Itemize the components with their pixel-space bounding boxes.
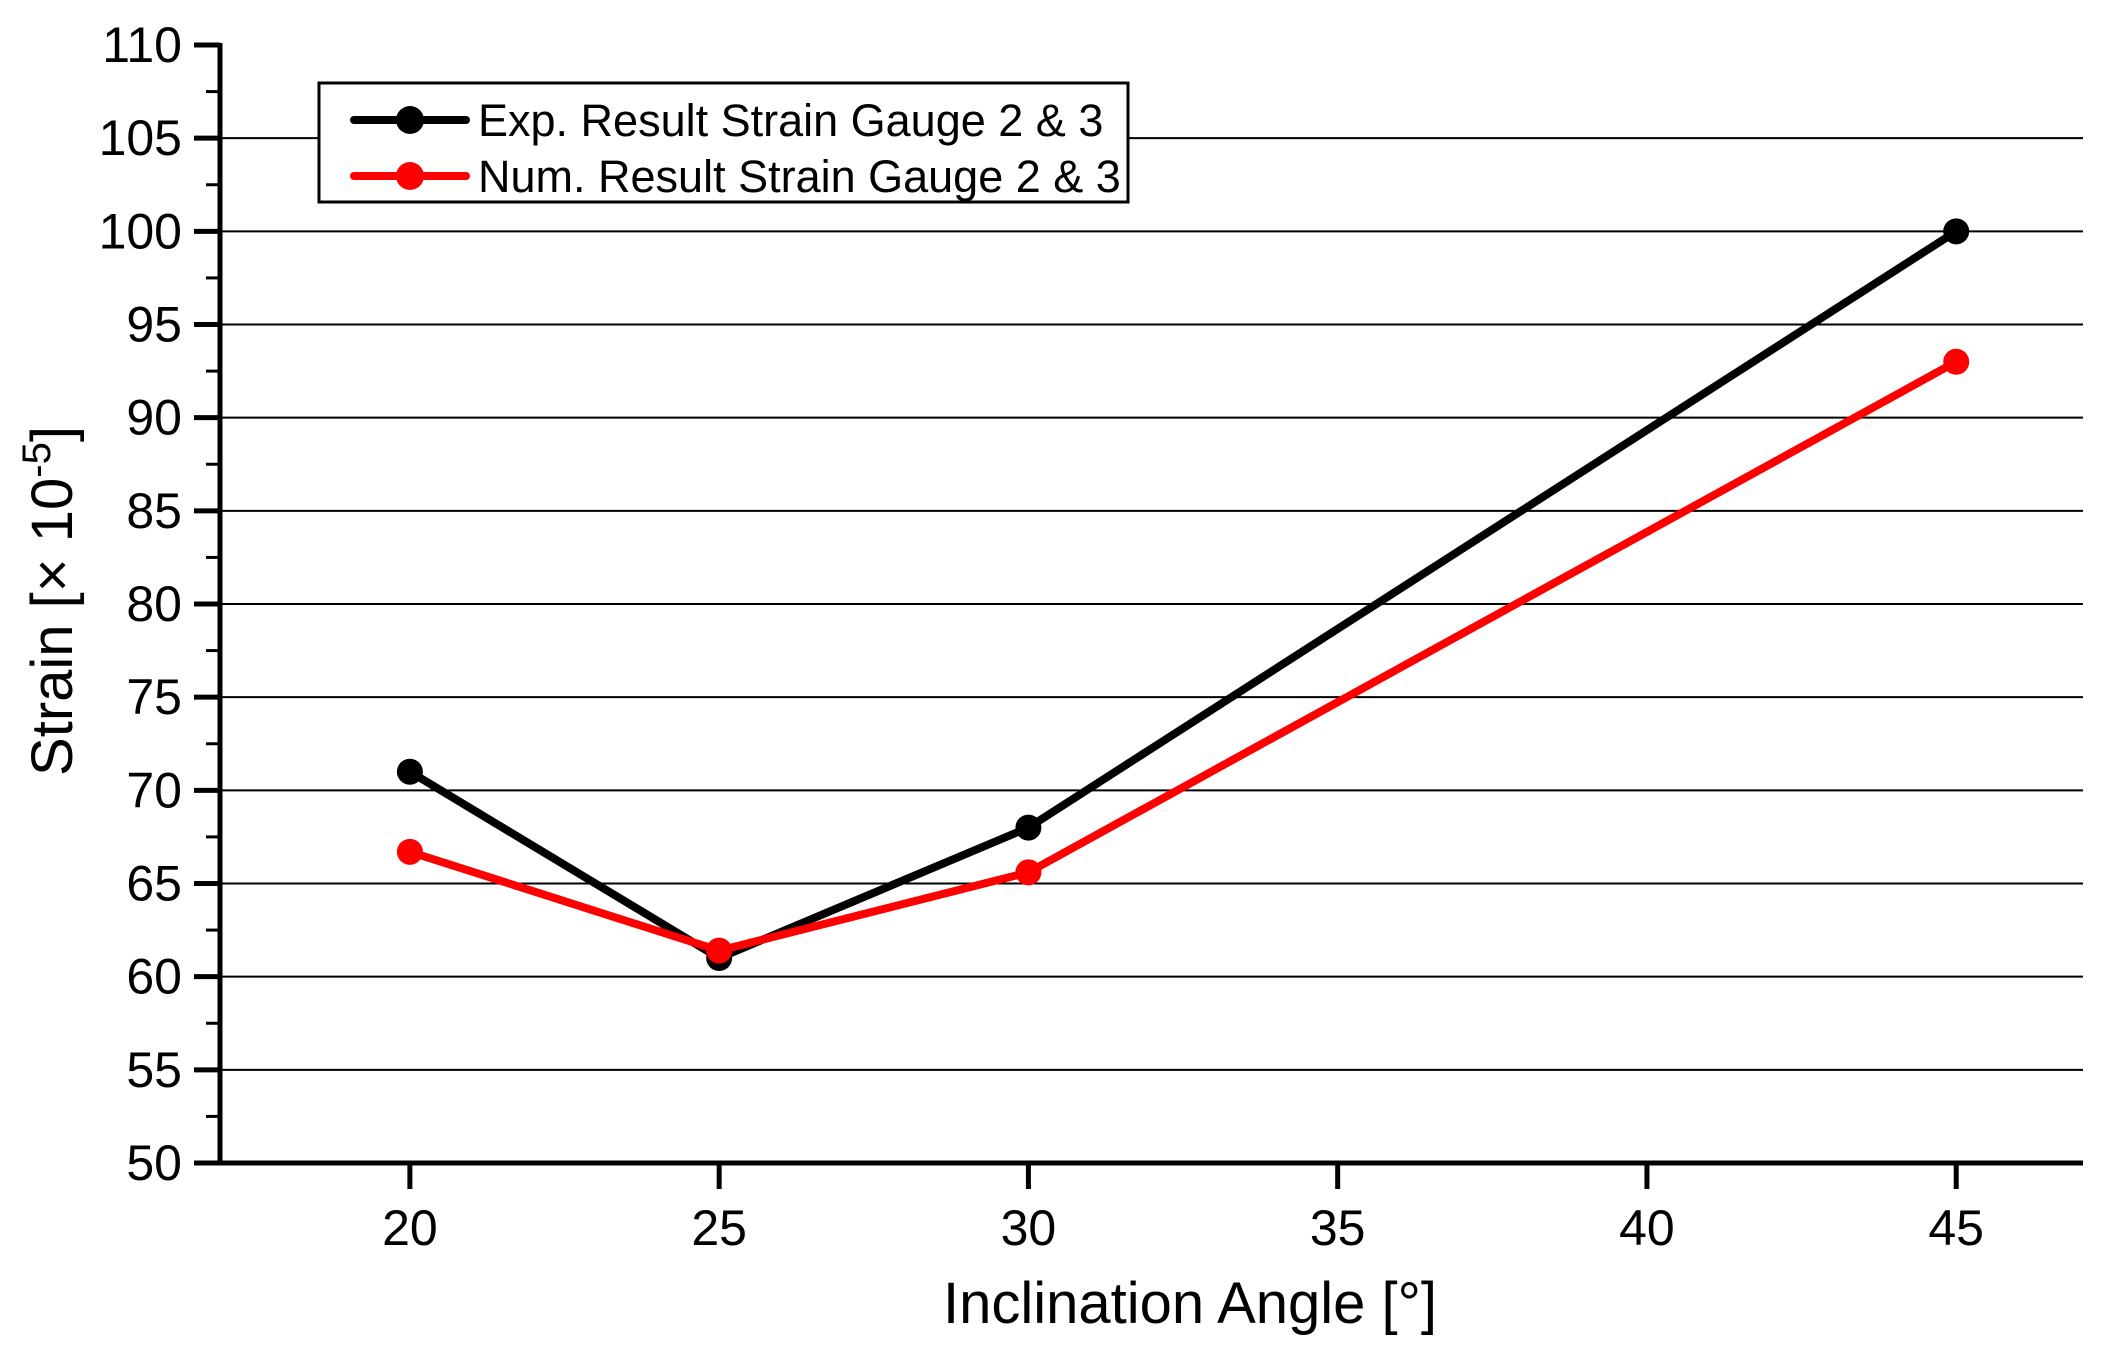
y-tick-label: 90 <box>126 390 182 446</box>
data-point-marker <box>706 937 733 964</box>
y-tick-label: 80 <box>126 576 182 632</box>
series-exp <box>396 218 1970 972</box>
legend-entry: Exp. Result Strain Gauge 2 & 3 <box>350 95 1103 146</box>
x-tick-label: 45 <box>1928 1200 1984 1256</box>
data-point-marker <box>1015 814 1042 841</box>
y-tick-label: 65 <box>126 856 182 912</box>
data-point-marker <box>1943 218 1970 245</box>
data-point-marker <box>1015 859 1042 886</box>
series-line <box>405 357 1961 955</box>
series-line <box>405 227 1961 963</box>
y-tick-label: 55 <box>126 1042 182 1098</box>
data-point-marker <box>396 758 423 785</box>
x-axis-title: Inclination Angle [°] <box>943 1271 1437 1336</box>
y-tick-label: 70 <box>126 762 182 818</box>
y-tick-label: 60 <box>126 949 182 1005</box>
x-tick-label: 20 <box>382 1200 438 1256</box>
data-point-marker <box>1943 348 1970 375</box>
legend-box <box>317 81 1130 204</box>
x-tick-label: 25 <box>691 1200 747 1256</box>
y-tick-label: 100 <box>99 203 182 259</box>
y-tick-label: 110 <box>102 17 182 73</box>
y-tick-label: 75 <box>126 669 182 725</box>
legend-entry: Num. Result Strain Gauge 2 & 3 <box>350 151 1121 202</box>
x-tick-label: 35 <box>1310 1200 1366 1256</box>
y-axis-title: Strain [× 10-5] <box>15 426 85 776</box>
y-tick-label: 50 <box>126 1135 182 1191</box>
y-tick-label: 85 <box>126 483 182 539</box>
legend-sample-marker <box>396 106 424 134</box>
legend-sample-marker <box>396 162 424 190</box>
legend-entry-label: Exp. Result Strain Gauge 2 & 3 <box>478 95 1103 146</box>
x-tick-label: 30 <box>1001 1200 1057 1256</box>
data-point-marker <box>396 838 423 865</box>
x-tick-label: 40 <box>1619 1200 1675 1256</box>
legend-entry-label: Num. Result Strain Gauge 2 & 3 <box>478 151 1121 202</box>
y-tick-label: 95 <box>126 297 182 353</box>
y-tick-label: 105 <box>99 110 182 166</box>
series-num <box>396 348 1970 964</box>
